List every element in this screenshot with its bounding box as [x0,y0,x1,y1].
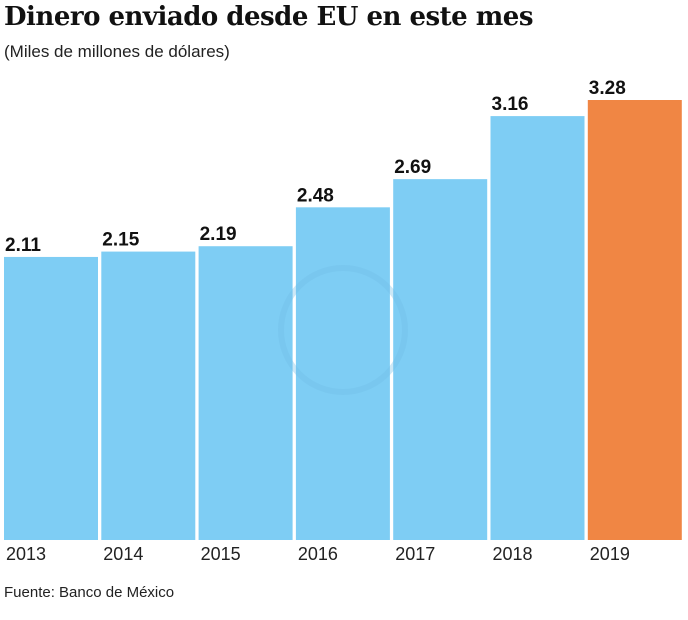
x-tick-label-2016: 2016 [298,544,338,564]
value-label-2016: 2.48 [297,185,334,206]
bar-2018 [490,116,585,540]
value-label-2018: 3.16 [492,94,529,115]
value-label-2019: 3.28 [589,78,626,99]
x-tick-label-2013: 2013 [6,544,46,564]
x-tick-label-2015: 2015 [201,544,241,564]
value-label-2017: 2.69 [394,157,431,178]
value-label-2013: 2.11 [5,235,41,256]
x-tick-label-2017: 2017 [395,544,435,564]
value-label-2015: 2.19 [200,224,237,245]
bar-2015 [198,246,293,540]
bar-2016 [295,207,390,540]
x-tick-label-2014: 2014 [103,544,143,564]
bar-2014 [101,251,196,540]
bar-2017 [393,179,488,540]
x-tick-label-2018: 2018 [493,544,533,564]
chart-title: Dinero enviado desde EU en este mes [4,2,533,32]
chart-subtitle: (Miles de millones de dólares) [4,42,230,61]
bar-2013 [4,256,98,540]
source-note: Fuente: Banco de México [4,584,175,601]
x-tick-label-2019: 2019 [590,544,630,564]
bar-chart: 2.11 2013 2.15 2014 2.19 2015 2.48 2016 2.69 2017… [4,78,682,564]
value-label-2014: 2.15 [102,230,139,251]
watermark-emblem-icon [278,265,408,395]
bar-2019 [587,100,682,540]
